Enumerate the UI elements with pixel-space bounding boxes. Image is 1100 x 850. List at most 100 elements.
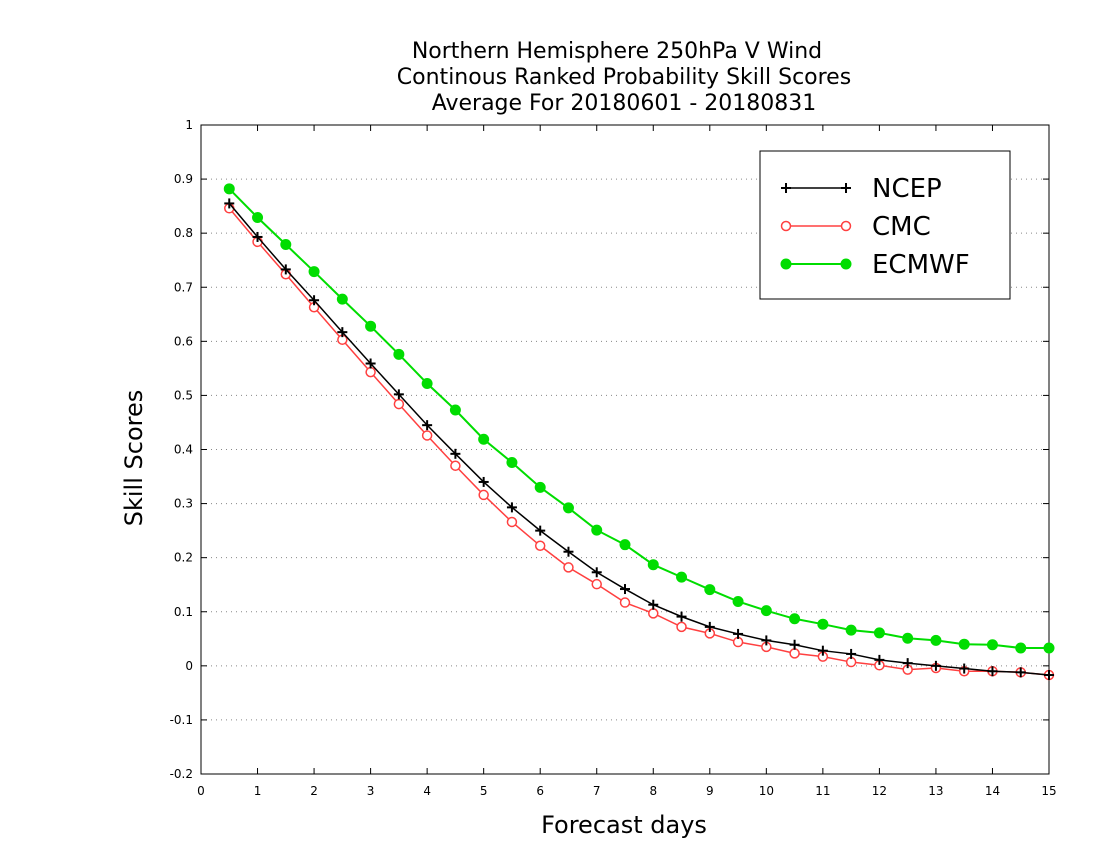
y-tick-label: 0: [185, 659, 193, 673]
y-tick-label: 0.1: [174, 605, 193, 619]
x-axis-label: Forecast days: [541, 811, 707, 839]
data-point-ncep: [874, 654, 885, 665]
y-tick-label: 1: [185, 118, 193, 132]
data-point-ecmwf: [336, 293, 348, 305]
data-point-cmc: [534, 540, 546, 552]
legend-marker-end-ecmwf: [840, 258, 852, 270]
data-point-ncep: [789, 639, 800, 650]
x-tick-label: 8: [649, 784, 657, 798]
data-point-ecmwf: [704, 584, 716, 596]
legend-entry-cmc: CMC: [780, 212, 931, 242]
data-point-ncep: [422, 420, 433, 431]
data-point-ncep: [1015, 667, 1026, 678]
x-tick-label: 11: [815, 784, 830, 798]
y-tick-label: 0.3: [174, 497, 193, 511]
data-point-ncep: [733, 628, 744, 639]
legend-marker-start-ecmwf: [780, 258, 792, 270]
data-point-ecmwf: [223, 183, 235, 195]
data-point-ncep: [563, 546, 574, 557]
data-point-ncep: [1044, 670, 1054, 681]
data-point-ncep: [280, 264, 291, 275]
y-tick-label: -0.1: [170, 713, 193, 727]
data-point-cmc: [563, 562, 574, 573]
x-tick-label: 0: [197, 784, 205, 798]
x-tick-label: 1: [254, 784, 262, 798]
data-point-ecmwf: [902, 632, 914, 644]
data-point-ncep: [591, 567, 602, 578]
data-point-ncep: [648, 599, 659, 610]
legend-entry-ecmwf: ECMWF: [780, 250, 970, 280]
data-point-cmc: [478, 489, 489, 501]
series-cmc: [224, 203, 1055, 681]
x-tick-label: 2: [310, 784, 318, 798]
data-point-ncep: [365, 358, 376, 369]
series-ecmwf: [223, 183, 1055, 654]
x-tick-label: 10: [759, 784, 774, 798]
data-point-ncep: [337, 327, 348, 338]
legend-marker-end-ncep: [841, 183, 851, 193]
legend: NCEP CMC ECMWF: [759, 150, 1011, 300]
legend-label-cmc: CMC: [872, 212, 931, 242]
data-point-ncep: [846, 648, 857, 659]
data-point-ecmwf: [393, 348, 405, 360]
axes: 10.90.80.70.60.50.40.30.20.10-0.1-0.20 1 2…: [170, 118, 1057, 798]
legend-marker-start-ncep: [781, 183, 791, 193]
y-tick-label: -0.2: [170, 767, 193, 781]
chart-title-line-1: Northern Hemisphere 250hPa V Wind: [412, 39, 822, 64]
data-point-ncep: [704, 621, 715, 632]
data-point-ecmwf: [591, 524, 603, 536]
x-tick-label: 9: [706, 784, 714, 798]
data-point-ncep: [393, 389, 404, 400]
chart-title-line-3: Average For 20180601 - 20180831: [432, 91, 817, 116]
y-tick-label: 0.5: [174, 388, 193, 402]
data-point-ncep: [252, 231, 263, 242]
data-point-ncep: [761, 635, 772, 646]
data-point-ncep: [224, 198, 235, 209]
data-point-ncep: [930, 660, 941, 671]
data-point-ecmwf: [280, 239, 292, 251]
data-point-ecmwf: [958, 638, 970, 650]
data-point-cmc: [789, 648, 800, 659]
data-point-ecmwf: [845, 624, 857, 636]
data-point-ncep: [506, 502, 517, 513]
x-tick-label: 7: [593, 784, 601, 798]
data-point-ecmwf: [308, 266, 320, 278]
data-point-ecmwf: [562, 502, 574, 514]
data-point-ecmwf: [817, 618, 829, 630]
y-tick-label: 0.9: [174, 172, 193, 186]
y-tick-label: 0.7: [174, 280, 193, 294]
data-point-ecmwf: [534, 481, 546, 493]
legend-label-ecmwf: ECMWF: [872, 250, 970, 280]
data-point-ncep: [987, 666, 998, 677]
data-point-cmc: [450, 460, 461, 471]
data-point-ecmwf: [930, 634, 942, 646]
data-point-ecmwf: [421, 378, 433, 390]
data-point-ecmwf: [449, 404, 461, 416]
y-axis-label: Skill Scores: [120, 390, 148, 527]
data-point-ncep: [902, 658, 913, 669]
legend-box: [759, 150, 1011, 300]
data-point-cmc: [506, 516, 518, 528]
data-point-cmc: [365, 366, 376, 378]
legend-marker-start-cmc: [780, 220, 792, 232]
data-point-ncep: [676, 611, 687, 622]
y-tick-label: 0.8: [174, 226, 193, 240]
x-tick-label: 5: [480, 784, 488, 798]
data-point-ecmwf: [873, 627, 885, 639]
data-point-cmc: [393, 398, 405, 410]
data-series: [223, 183, 1055, 681]
data-point-ncep: [535, 525, 546, 536]
y-tick-label: 0.6: [174, 334, 193, 348]
data-point-ecmwf: [252, 211, 264, 223]
x-tick-label: 12: [872, 784, 887, 798]
plot-frame: [200, 124, 1050, 775]
data-point-ecmwf: [676, 571, 688, 583]
data-point-ncep: [450, 448, 461, 459]
y-tick-label: 0.2: [174, 551, 193, 565]
data-point-ecmwf: [986, 639, 998, 651]
data-point-ecmwf: [365, 320, 377, 332]
x-tick-label: 14: [985, 784, 1000, 798]
data-point-ecmwf: [506, 456, 518, 468]
legend-entry-ncep: NCEP: [781, 174, 942, 204]
